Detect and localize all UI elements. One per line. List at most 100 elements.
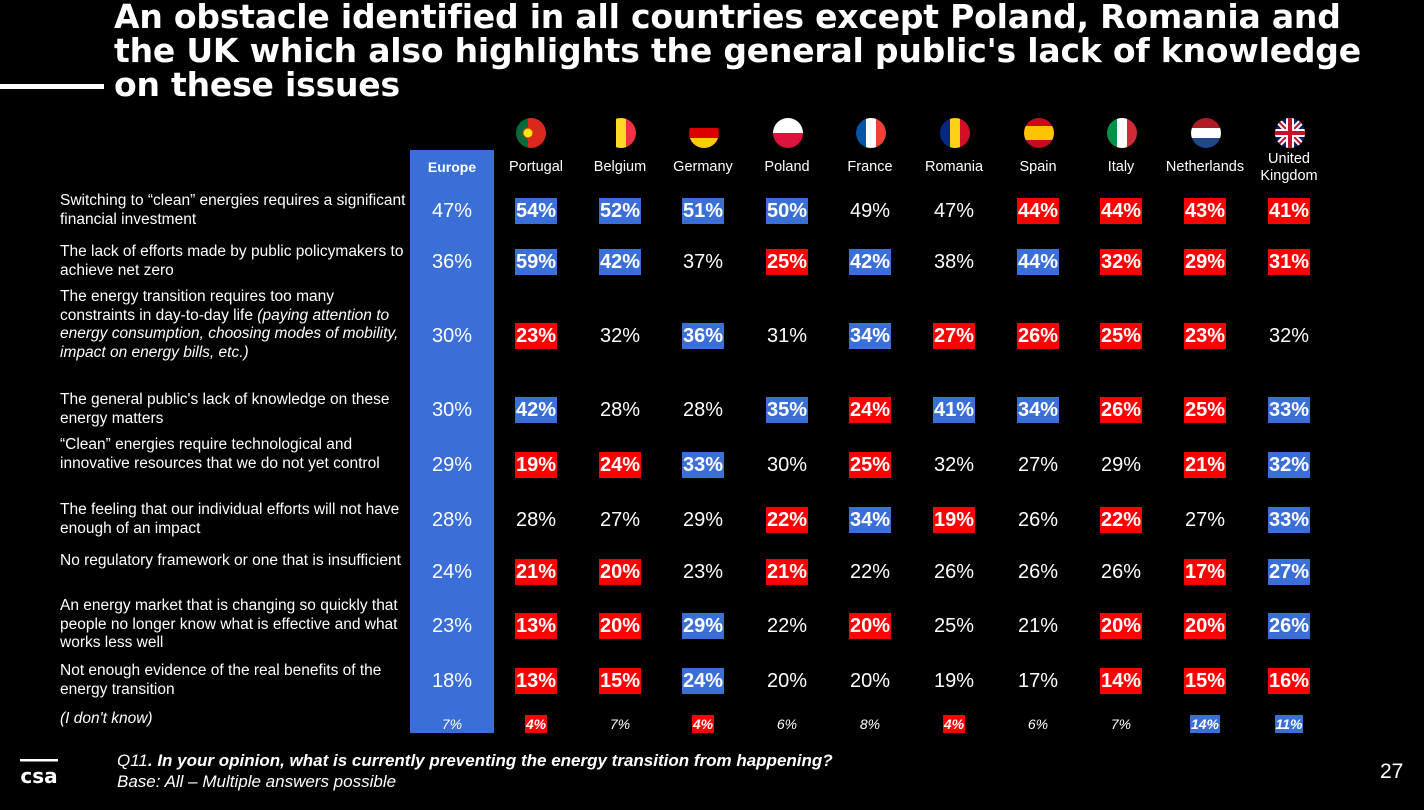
- table-cell: 59%: [514, 249, 558, 275]
- table-cell: 38%: [933, 251, 975, 273]
- table-cell: 27%: [932, 323, 976, 349]
- table-cell: 37%: [682, 251, 724, 273]
- table-cell: 13%: [514, 613, 558, 639]
- table-cell: 4%: [524, 715, 548, 733]
- question-text: . In your opinion, what is currently pre…: [147, 751, 833, 770]
- title-line-3: on these issues: [114, 65, 400, 104]
- table-cell: 34%: [848, 507, 892, 533]
- title-line-2: the UK which also highlights the general…: [114, 31, 1361, 70]
- flag-romania-icon: [940, 118, 970, 148]
- table-cell: 13%: [514, 668, 558, 694]
- table-cell: 28%: [515, 509, 557, 531]
- table-cell: 26%: [1267, 613, 1311, 639]
- row-label: (I don't know): [60, 710, 153, 727]
- flag-portugal-icon: [516, 118, 546, 148]
- table-cell: 34%: [1016, 397, 1060, 423]
- table-cell: 25%: [848, 452, 892, 478]
- table-cell: 25%: [1183, 397, 1227, 423]
- column-header-poland: Poland: [764, 159, 810, 175]
- table-cell: 28%: [431, 509, 473, 531]
- table-cell: 26%: [1017, 561, 1059, 583]
- flag-uk-icon: [1275, 118, 1305, 148]
- table-cell: 11%: [1274, 715, 1304, 733]
- table-cell: 25%: [765, 249, 809, 275]
- table-cell: 33%: [681, 452, 725, 478]
- question-number: Q11: [117, 751, 148, 770]
- table-cell: 6%: [776, 716, 798, 732]
- table-cell: 26%: [1017, 509, 1059, 531]
- table-cell: 41%: [1267, 198, 1311, 224]
- table-cell: 7%: [609, 716, 631, 732]
- table-cell: 20%: [848, 613, 892, 639]
- table-cell: 28%: [599, 399, 641, 421]
- table-cell: 32%: [933, 454, 975, 476]
- table-cell: 29%: [431, 454, 473, 476]
- table-cell: 32%: [1267, 452, 1311, 478]
- table-cell: 15%: [598, 668, 642, 694]
- table-cell: 54%: [514, 198, 558, 224]
- table-cell: 19%: [932, 507, 976, 533]
- flag-netherlands-icon: [1191, 118, 1221, 148]
- table-cell: 22%: [765, 507, 809, 533]
- column-header-italy: Italy: [1107, 159, 1135, 175]
- title-line-1: An obstacle identified in all countries …: [114, 0, 1341, 36]
- table-cell: 19%: [514, 452, 558, 478]
- table-cell: 26%: [933, 561, 975, 583]
- table-cell: 35%: [765, 397, 809, 423]
- table-cell: 23%: [431, 615, 473, 637]
- title-accent-bar: [0, 84, 104, 89]
- table-cell: 42%: [848, 249, 892, 275]
- table-cell: 32%: [1099, 249, 1143, 275]
- table-cell: 15%: [1183, 668, 1227, 694]
- table-cell: 30%: [431, 399, 473, 421]
- table-cell: 20%: [598, 559, 642, 585]
- page-title: An obstacle identified in all countries …: [114, 0, 1404, 102]
- table-cell: 21%: [1017, 615, 1059, 637]
- table-cell: 31%: [766, 325, 808, 347]
- table-cell: 49%: [849, 200, 891, 222]
- table-cell: 31%: [1267, 249, 1311, 275]
- table-cell: 26%: [1100, 561, 1142, 583]
- table-cell: 29%: [682, 509, 724, 531]
- table-cell: 43%: [1183, 198, 1227, 224]
- table-cell: 25%: [933, 615, 975, 637]
- table-cell: 17%: [1183, 559, 1227, 585]
- table-cell: 24%: [431, 561, 473, 583]
- row-label: An energy market that is changing so qui…: [60, 597, 398, 651]
- column-header-germany: Germany: [673, 159, 733, 175]
- table-cell: 23%: [1183, 323, 1227, 349]
- table-cell: 20%: [1183, 613, 1227, 639]
- base-note: Base: All – Multiple answers possible: [117, 772, 397, 791]
- table-cell: 24%: [598, 452, 642, 478]
- column-header-united-kingdom: United Kingdom: [1260, 151, 1318, 184]
- table-cell: 21%: [765, 559, 809, 585]
- row-label: “Clean” energies require technological a…: [60, 436, 380, 472]
- column-header-france: France: [847, 159, 893, 175]
- flag-france-icon: [856, 118, 886, 148]
- table-cell: 44%: [1016, 198, 1060, 224]
- table-cell: 27%: [599, 509, 641, 531]
- table-cell: 34%: [848, 323, 892, 349]
- table-cell: 42%: [514, 397, 558, 423]
- table-cell: 22%: [849, 561, 891, 583]
- flag-germany-icon: [689, 118, 719, 148]
- row-label: No regulatory framework or one that is i…: [60, 552, 401, 569]
- table-cell: 36%: [681, 323, 725, 349]
- table-cell: 16%: [1267, 668, 1311, 694]
- table-cell: 29%: [1100, 454, 1142, 476]
- flag-belgium-icon: [606, 118, 636, 148]
- table-cell: 51%: [681, 198, 725, 224]
- table-cell: 20%: [766, 670, 808, 692]
- table-cell: 32%: [1268, 325, 1310, 347]
- table-cell: 24%: [681, 668, 725, 694]
- page-number: 27: [1380, 760, 1404, 783]
- table-cell: 30%: [766, 454, 808, 476]
- table-cell: 28%: [682, 399, 724, 421]
- question-footnote: Q11. In your opinion, what is currently …: [117, 750, 833, 792]
- table-cell: 4%: [691, 715, 715, 733]
- table-cell: 47%: [431, 200, 473, 222]
- row-label: The lack of efforts made by public polic…: [60, 243, 404, 279]
- table-cell: 33%: [1267, 507, 1311, 533]
- row-label: The general public's lack of knowledge o…: [60, 391, 390, 427]
- column-header-spain: Spain: [1019, 159, 1057, 175]
